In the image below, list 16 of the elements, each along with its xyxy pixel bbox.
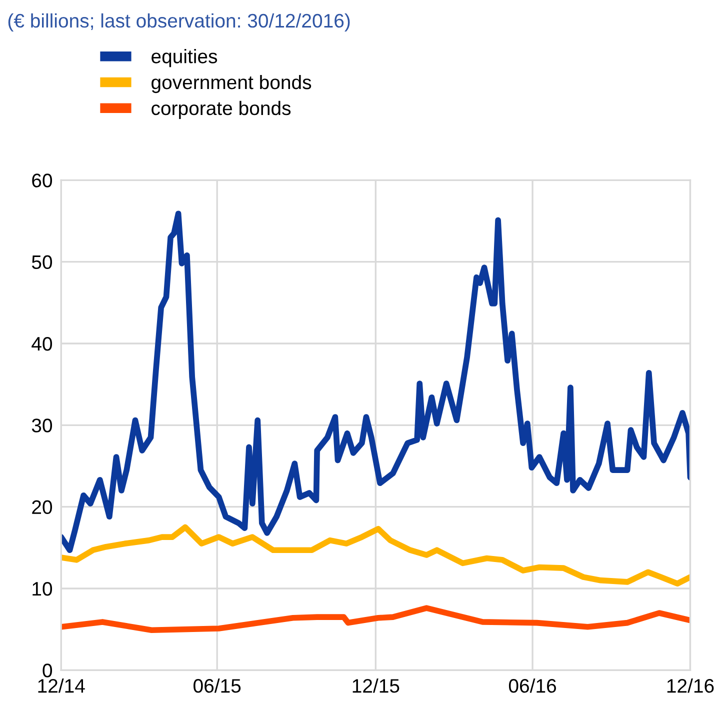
legend-label: corporate bonds (152, 100, 291, 119)
y-tick-label: 40 (32, 336, 52, 351)
y-tick-label: 0 (42, 664, 52, 678)
y-tick-label: 30 (32, 418, 52, 432)
y-tick-label: 10 (32, 582, 52, 596)
y-tick-label: 50 (32, 255, 52, 270)
x-tick-label: 12/16 (667, 678, 714, 693)
legend-label: government bonds (152, 74, 312, 94)
x-tick-label: 06/15 (194, 678, 241, 693)
y-tick-label: 60 (32, 174, 52, 188)
x-tick-label: 06/16 (508, 678, 556, 693)
chart-title: (€ billions; last observation: 30/12/2016) (8, 13, 350, 32)
y-tick-label: 20 (32, 500, 52, 514)
legend-label: equities (152, 49, 218, 68)
x-tick-label: 12/14 (38, 678, 85, 693)
x-tick-label: 12/15 (352, 678, 400, 693)
